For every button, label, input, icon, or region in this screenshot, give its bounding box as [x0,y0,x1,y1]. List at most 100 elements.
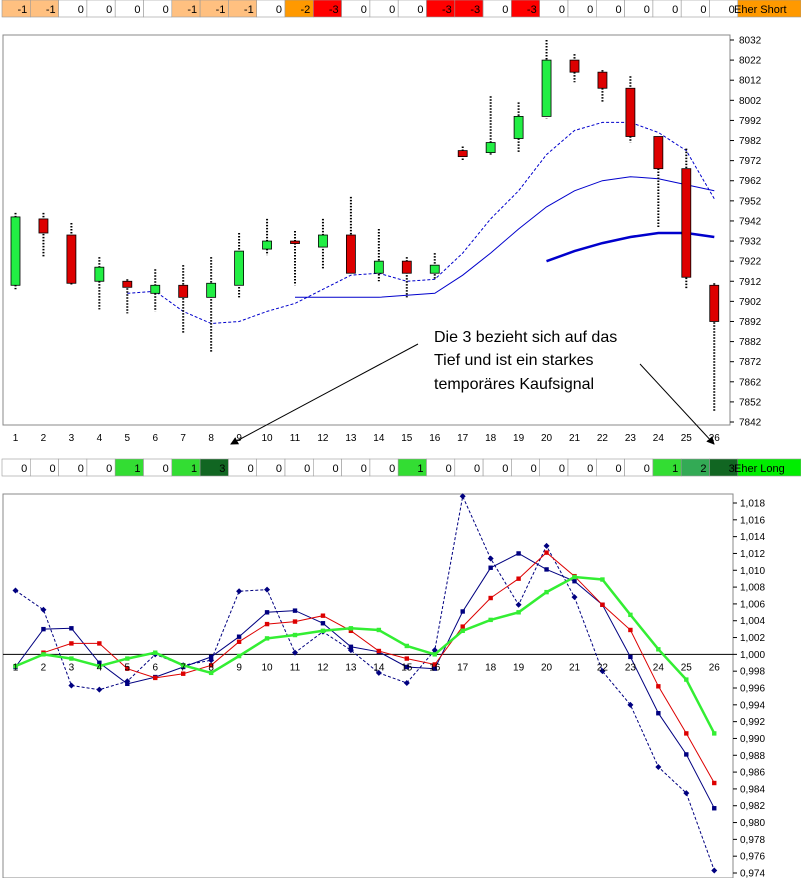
candle-xtick-label: 14 [373,433,385,444]
candle-plot-area [2,34,731,426]
ratio-xtick-label: 19 [513,662,525,673]
ratio-xtick-label: 15 [401,662,413,673]
candle-body [513,116,524,139]
ratio-ytick-label: 0,992 [740,717,765,728]
ratio-point-square [572,579,577,584]
ratio-point-diamond [403,679,410,686]
candle-body [318,234,328,248]
candle-xtick-label: 16 [429,433,441,444]
ratio-xtick-label: 21 [569,662,581,673]
ratio-point-square [404,643,409,649]
ratio-xtick-label: 7 [180,662,186,673]
ratio-point-square [404,664,409,670]
candle-body [206,282,217,298]
ratio-point-square [460,628,465,634]
ratio-point-diamond [543,542,550,549]
ratio-point-square [97,641,102,646]
candle-body [150,284,161,294]
short-signal-cell-value: 0 [163,4,169,16]
ratio-xtick-label: 6 [152,662,158,673]
ratio-xtick-label: 3 [69,662,75,673]
long-signal-cell-value: 0 [587,463,593,475]
ratio-point-square [125,666,130,671]
ratio-point-square [600,602,605,607]
long-signal-cell-value: 2 [700,463,706,475]
short-signal-cell-value: -3 [527,4,537,16]
annotation-line-1: Die 3 bezieht sich auf das [434,329,617,346]
ratio-xtick-label: 8 [208,662,214,673]
ratio-point-square [153,675,158,681]
ratio-ytick-label: 0,974 [740,869,765,878]
ratio-ytick-label: 0,998 [740,667,765,678]
ratio-point-square [348,644,354,649]
ratio-point-square [684,731,689,736]
short-signal-cell-value: 0 [134,4,140,16]
candle-ytick-label: 7962 [739,176,762,187]
candle-ytick-label: 7842 [739,418,762,429]
ratio-xtick-label: 12 [317,662,329,673]
long-signal-cell-value: 0 [78,463,84,475]
ratio-ytick-label: 1,014 [740,532,765,543]
short-signal-cell-value: -3 [329,4,339,16]
ratio-point-diamond [599,668,606,675]
long-signal-cell-value: 0 [106,463,112,475]
candle-xtick-label: 23 [625,433,637,444]
ratio-point-square [181,663,186,668]
ratio-line-chart: 1,018 1,016 1,014 1,012 1,010 1,008 1,006 1,004… [2,493,765,878]
candle-xtick-label: 1 [13,433,19,444]
ratio-ytick-label: 1,002 [740,633,765,644]
short-signal-cell-value: -1 [244,4,254,16]
candle-body [625,87,636,137]
candle-ytick-label: 7992 [739,116,762,127]
long-signal-cell-value: 0 [531,463,537,475]
candlestick-chart: 8032802280128002799279827972796279527942… [2,34,762,444]
candle-xtick-label: 25 [681,433,693,444]
ratio-point-square [488,617,493,623]
ratio-point-diamond [487,555,494,562]
candle-body [178,284,189,298]
short-signal-cell-value: 0 [615,4,621,16]
candle-body [38,218,49,234]
ratio-point-square [460,609,465,614]
ratio-point-square [404,656,409,661]
annotation-arrow-right [639,363,715,445]
ratio-series-line-4 [15,575,716,734]
ratio-point-square [13,663,18,669]
short-signal-cell-value: 0 [587,4,593,16]
candle-xtick-label: 20 [541,433,553,444]
ratio-point-square [125,681,130,686]
ratio-point-square [376,648,382,654]
annotation-line-2: Tief und ist ein starkes [434,352,593,369]
ratio-ytick-label: 0,994 [740,700,765,711]
candle-body [485,142,496,153]
candle-body [234,250,245,286]
ratio-ytick-label: 0,986 [740,768,765,779]
short-signal-cell-value: 0 [417,4,423,16]
ratio-point-square [320,628,326,634]
long-signal-cell-value: 0 [615,463,621,475]
ratio-ytick-label: 1,000 [740,650,765,661]
ratio-point-square [348,626,354,631]
candle-body [653,136,664,170]
ratio-point-square [656,647,661,652]
candle-ytick-label: 7872 [739,357,762,368]
short-signal-cell-value: 0 [559,4,565,16]
ratio-point-diamond [515,601,522,608]
long-signal-cell-value: 0 [559,463,565,475]
candle-xtick-label: 21 [569,433,581,444]
candle-ytick-label: 7922 [739,257,762,268]
candle-body [569,59,580,73]
ratio-point-square [69,656,74,661]
ratio-point-square [460,624,465,629]
candle-xtick-label: 2 [41,433,47,444]
short-signal-cell-value: -1 [216,4,226,16]
candle-xtick-label: 4 [97,433,103,444]
candle-xtick-label: 11 [290,433,301,444]
ratio-point-diamond [655,764,662,771]
candle-body [262,240,272,250]
short-signal-cell-value: 0 [78,4,84,16]
short-signal-cell-value: -1 [18,4,28,16]
candle-xtick-label: 26 [709,433,721,444]
candle-body [597,71,608,89]
